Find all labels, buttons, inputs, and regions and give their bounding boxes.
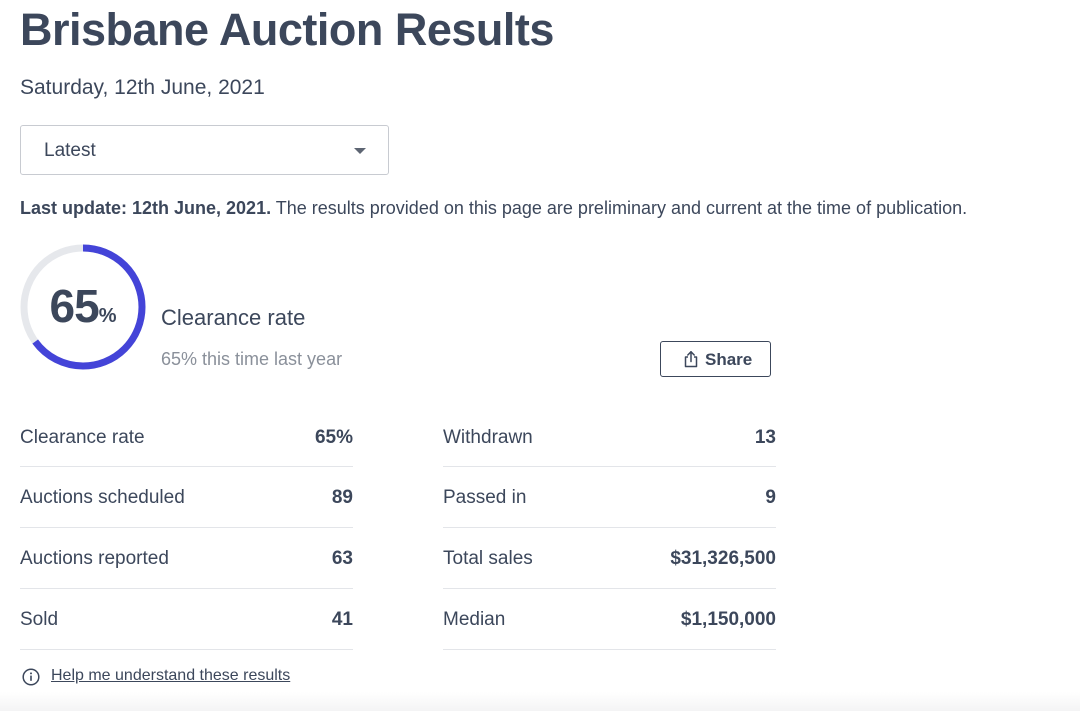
stat-value: 89 bbox=[331, 487, 353, 508]
gauge-unit: % bbox=[98, 305, 117, 327]
results-period-select[interactable]: Latest bbox=[20, 125, 389, 175]
stat-value: 41 bbox=[331, 609, 353, 630]
caret-down-icon bbox=[354, 148, 366, 154]
stat-row: Auctions reported 63 bbox=[20, 528, 353, 589]
results-period-value: Latest bbox=[44, 140, 96, 161]
stats-table-left: Clearance rate 65% Auctions scheduled 89… bbox=[20, 407, 353, 650]
stat-label: Sold bbox=[20, 609, 59, 630]
stat-label: Median bbox=[443, 609, 506, 630]
share-button[interactable]: Share bbox=[660, 341, 771, 377]
last-update-note: The results provided on this page are pr… bbox=[271, 198, 968, 218]
stat-value: 65% bbox=[314, 427, 353, 448]
stat-value: 13 bbox=[754, 427, 776, 448]
stats-table-right: Withdrawn 13 Passed in 9 Total sales $31… bbox=[443, 407, 776, 650]
stat-value: 9 bbox=[765, 487, 776, 508]
clearance-rate-label: Clearance rate bbox=[161, 305, 306, 330]
stat-label: Passed in bbox=[443, 487, 527, 508]
stat-row: Sold 41 bbox=[20, 589, 353, 650]
share-icon bbox=[684, 351, 698, 368]
stat-row: Passed in 9 bbox=[443, 467, 776, 528]
clearance-last-year: 65% this time last year bbox=[161, 349, 343, 369]
stat-label: Withdrawn bbox=[443, 427, 533, 448]
info-icon bbox=[22, 668, 40, 686]
stat-value: $1,150,000 bbox=[680, 609, 776, 630]
gauge-progress-arc bbox=[20, 244, 146, 370]
stat-row: Median $1,150,000 bbox=[443, 589, 776, 650]
page-title: Brisbane Auction Results bbox=[20, 4, 554, 55]
clearance-rate-gauge: 65% bbox=[19, 243, 147, 371]
stat-label: Auctions scheduled bbox=[20, 487, 185, 508]
stat-row: Clearance rate 65% bbox=[20, 407, 353, 467]
help-link-label: Help me understand these results bbox=[51, 667, 291, 684]
gauge-value: 65% bbox=[19, 279, 147, 333]
stat-value: 63 bbox=[331, 548, 353, 569]
results-date: Saturday, 12th June, 2021 bbox=[20, 76, 265, 99]
page-bottom-fade bbox=[0, 692, 1080, 711]
stat-label: Auctions reported bbox=[20, 548, 169, 569]
gauge-ring bbox=[20, 244, 146, 370]
last-update-date: Last update: 12th June, 2021. bbox=[20, 198, 272, 218]
stat-label: Total sales bbox=[443, 548, 533, 569]
share-label: Share bbox=[705, 350, 753, 369]
stat-value: $31,326,500 bbox=[670, 548, 776, 569]
stat-label: Clearance rate bbox=[20, 427, 145, 448]
stat-row: Withdrawn 13 bbox=[443, 407, 776, 467]
last-update-notice: Last update: 12th June, 2021. The result… bbox=[20, 198, 967, 219]
gauge-number: 65 bbox=[49, 280, 100, 332]
stat-row: Total sales $31,326,500 bbox=[443, 528, 776, 589]
stat-row: Auctions scheduled 89 bbox=[20, 467, 353, 528]
